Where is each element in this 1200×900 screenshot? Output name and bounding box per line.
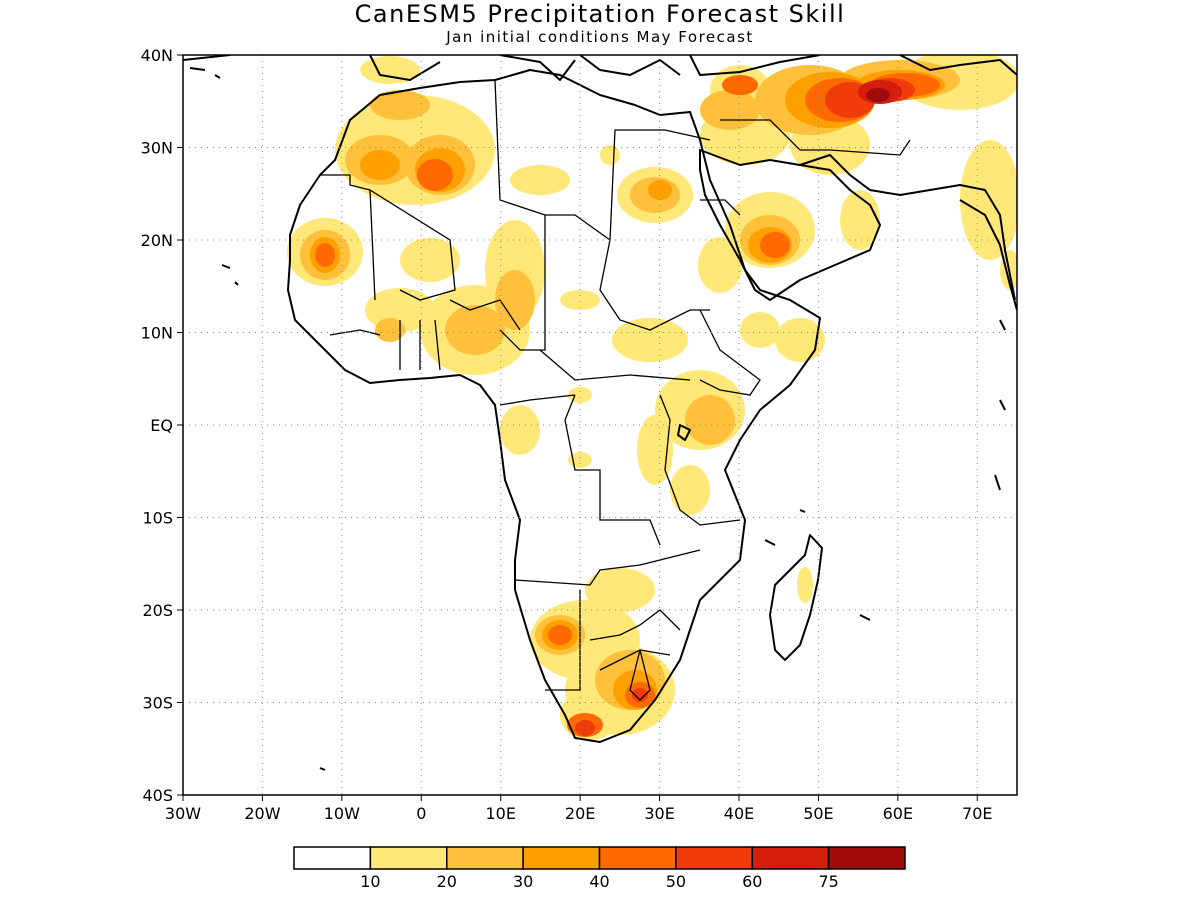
lat-label: EQ <box>150 416 173 435</box>
colorbar: 10 20 30 40 50 60 75 <box>293 846 906 891</box>
lat-label: 10N <box>141 324 173 343</box>
lon-label: 20E <box>565 804 595 823</box>
lon-label: 10E <box>485 804 515 823</box>
colorbar-label: 75 <box>818 872 838 891</box>
colorbar-swatch <box>522 846 601 870</box>
map-title: CanESM5 Precipitation Forecast Skill <box>354 0 846 28</box>
colorbar-label: 20 <box>437 872 457 891</box>
lon-label: 0 <box>416 804 426 823</box>
lon-label: 30W <box>165 804 201 823</box>
colorbar-swatch <box>293 846 372 870</box>
lat-label: 20S <box>142 601 173 620</box>
longitude-labels: 30W 20W 10W 0 10E 20E 30E 40E 50E 60E 70E <box>165 795 993 823</box>
lat-label: 40S <box>142 786 173 805</box>
lon-label: 10W <box>324 804 360 823</box>
lon-label: 50E <box>803 804 833 823</box>
lon-label: 20W <box>244 804 280 823</box>
graticule <box>183 55 1017 795</box>
colorbar-label: 60 <box>742 872 762 891</box>
lat-label: 30N <box>141 139 173 158</box>
colorbar-label: 50 <box>666 872 686 891</box>
skill-shading <box>287 55 1017 740</box>
lon-label: 30E <box>644 804 674 823</box>
colorbar-swatch <box>598 846 677 870</box>
lat-label: 20N <box>141 231 173 250</box>
lon-label: 60E <box>883 804 913 823</box>
colorbar-label: 40 <box>589 872 609 891</box>
lat-label: 40N <box>141 46 173 65</box>
colorbar-swatch <box>827 846 906 870</box>
lon-label: 40E <box>724 804 754 823</box>
colorbar-swatch <box>446 846 524 870</box>
colorbar-swatch <box>369 846 448 870</box>
map-subtitle: Jan initial conditions May Forecast <box>446 28 754 46</box>
colorbar-label: 10 <box>360 872 380 891</box>
colorbar-swatch <box>751 846 830 870</box>
lon-label: 70E <box>962 804 992 823</box>
latitude-labels: 40N 30N 20N 10N EQ 10S 20S 30S 40S <box>141 46 183 805</box>
coastlines <box>183 55 1017 771</box>
colorbar-label: 30 <box>513 872 533 891</box>
lat-label: 10S <box>142 509 173 528</box>
country-borders <box>320 79 911 701</box>
colorbar-swatch <box>675 846 753 870</box>
lat-label: 30S <box>142 694 173 713</box>
